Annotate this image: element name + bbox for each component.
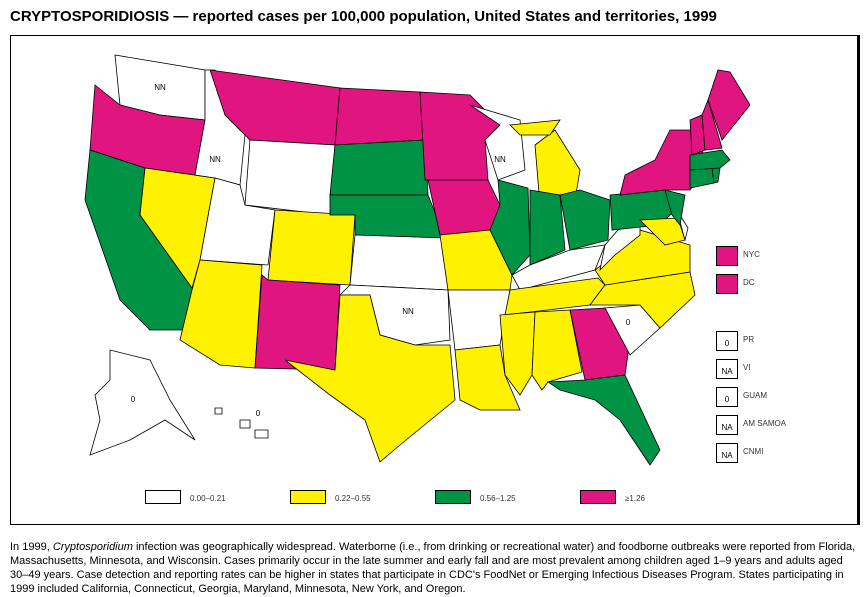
territory-box: NA [716,359,738,379]
state-label-sc: 0 [626,318,631,327]
state-ia [427,179,501,236]
state-mi [509,119,561,136]
legend-label: 0.00–0.21 [190,494,226,503]
state-nm [254,274,341,371]
territory-box: NA [716,443,738,463]
state-ak [89,349,196,456]
state-me [707,69,751,141]
state-nj [664,189,686,226]
territory-label: PR [743,335,755,344]
legend-swatch [435,490,471,504]
state-nh [701,98,723,151]
state-ct [689,167,715,189]
territory-box: NA [716,415,738,435]
state-label-ak: 0 [131,395,136,404]
state-hi [254,429,269,439]
territory-label: CNMI [743,447,764,456]
state-ms [499,311,536,396]
territory-box: 0 [716,331,738,351]
state-hi [239,419,251,429]
legend-swatch [580,490,616,504]
state-wv [599,219,641,272]
state-wy [244,139,336,216]
city-label: DC [743,278,755,287]
state-mn [419,91,501,181]
city-swatch-nyc [716,246,738,266]
state-fl [546,374,661,466]
city-swatch-dc [716,274,738,294]
state-label-wa: NN [154,83,166,92]
territory-box: 0 [716,387,738,407]
state-label-hi: 0 [256,409,261,418]
state-hi [214,407,223,415]
legend-swatch [145,490,181,504]
caption-text-rest: infection was geographically widespread.… [10,541,856,595]
state-tx [284,294,456,463]
legend-label: 0.56–1.25 [480,494,516,503]
legend-label: 0.22–0.55 [335,494,371,503]
state-oh [559,189,611,251]
legend-swatch [290,490,326,504]
legend-label: ≥1.26 [625,494,645,503]
state-la [454,344,521,411]
city-label: NYC [743,250,760,259]
territory-label: AM SAMOA [743,419,787,428]
caption-italic: Cryptosporidium [52,541,133,553]
state-label-id: NN [209,155,221,164]
caption-text: In 1999, [10,541,53,553]
state-ma [689,149,731,171]
territory-label: VI [743,363,751,372]
state-label-wi: NN [494,155,506,164]
state-label-ok: NN [402,307,414,316]
state-nd [334,87,426,146]
caption: In 1999, Cryptosporidium infection was g… [10,540,860,596]
state-co [267,209,356,286]
map-frame [10,35,860,525]
state-in [529,189,566,266]
state-az [179,259,263,369]
state-sd [329,139,429,196]
territory-label: GUAM [743,391,767,400]
state-ks [349,234,449,291]
state-mo [439,229,513,291]
map-title: CRYPTOSPORIDIOSIS — reported cases per 1… [10,8,717,25]
